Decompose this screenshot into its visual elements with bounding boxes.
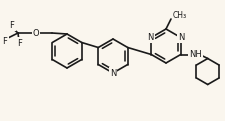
Text: N: N [178,33,184,42]
Text: NH: NH [189,50,201,59]
Text: F: F [18,38,22,48]
Text: O: O [33,29,39,38]
Text: F: F [9,20,14,30]
Text: N: N [109,68,116,77]
Text: N: N [146,33,153,42]
Text: CH₃: CH₃ [172,11,186,19]
Text: F: F [2,37,7,45]
